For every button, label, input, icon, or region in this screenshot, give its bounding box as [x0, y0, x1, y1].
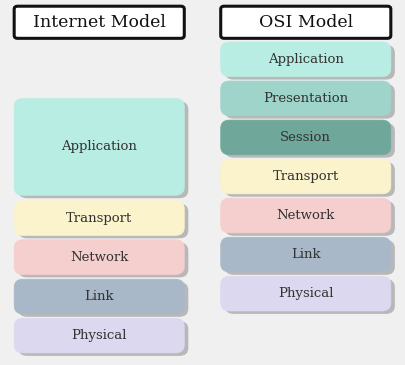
Text: Session: Session	[280, 131, 331, 144]
FancyBboxPatch shape	[225, 123, 395, 158]
Text: Physical: Physical	[71, 329, 127, 342]
FancyBboxPatch shape	[221, 237, 391, 272]
FancyBboxPatch shape	[225, 45, 395, 80]
FancyBboxPatch shape	[221, 81, 391, 116]
FancyBboxPatch shape	[221, 276, 391, 311]
Text: Physical: Physical	[278, 287, 334, 300]
Text: Network: Network	[70, 251, 128, 264]
FancyBboxPatch shape	[225, 240, 395, 275]
FancyBboxPatch shape	[14, 240, 184, 274]
FancyBboxPatch shape	[18, 282, 188, 317]
FancyBboxPatch shape	[14, 99, 184, 195]
FancyBboxPatch shape	[14, 279, 184, 314]
FancyBboxPatch shape	[221, 159, 391, 194]
Text: Application: Application	[268, 53, 344, 66]
FancyBboxPatch shape	[18, 101, 188, 198]
FancyBboxPatch shape	[14, 6, 184, 38]
Text: Link: Link	[291, 248, 321, 261]
Text: Presentation: Presentation	[263, 92, 348, 105]
FancyBboxPatch shape	[18, 321, 188, 356]
FancyBboxPatch shape	[225, 279, 395, 314]
FancyBboxPatch shape	[225, 162, 395, 197]
Text: Network: Network	[277, 209, 335, 222]
FancyBboxPatch shape	[221, 198, 391, 233]
FancyBboxPatch shape	[225, 84, 395, 119]
FancyBboxPatch shape	[14, 318, 184, 353]
FancyBboxPatch shape	[221, 6, 391, 38]
Text: Internet Model: Internet Model	[33, 14, 166, 31]
Text: Transport: Transport	[273, 170, 339, 183]
Text: OSI Model: OSI Model	[259, 14, 353, 31]
Text: Link: Link	[84, 290, 114, 303]
FancyBboxPatch shape	[18, 243, 188, 277]
Text: Application: Application	[61, 141, 137, 153]
FancyBboxPatch shape	[14, 201, 184, 235]
FancyBboxPatch shape	[221, 120, 391, 155]
FancyBboxPatch shape	[221, 42, 391, 77]
Text: Transport: Transport	[66, 212, 132, 224]
FancyBboxPatch shape	[225, 201, 395, 236]
FancyBboxPatch shape	[18, 204, 188, 238]
